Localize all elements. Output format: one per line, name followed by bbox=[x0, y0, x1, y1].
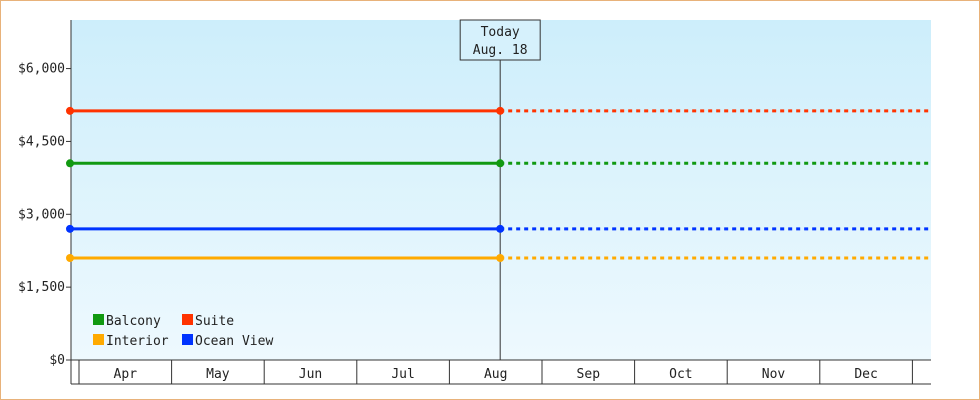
month-label-oct: Oct bbox=[669, 367, 692, 382]
y-tick-label: $3,000 bbox=[18, 207, 65, 222]
legend-swatch-ocean-view bbox=[182, 334, 193, 345]
y-tick-label: $6,000 bbox=[18, 62, 65, 77]
series-ocean-view-point-start bbox=[66, 224, 74, 233]
plot-area bbox=[71, 20, 931, 360]
month-label-aug: Aug bbox=[484, 367, 507, 382]
month-label-may: May bbox=[206, 367, 230, 382]
month-label-nov: Nov bbox=[762, 367, 786, 382]
series-interior-point-today bbox=[496, 254, 505, 262]
series-balcony-point-start bbox=[66, 159, 74, 168]
series-layer bbox=[66, 106, 931, 262]
legend-swatch-interior bbox=[93, 334, 104, 345]
today-box bbox=[459, 19, 541, 61]
today-label: Today bbox=[481, 25, 520, 40]
y-tick-label: $4,500 bbox=[18, 134, 65, 149]
month-label-dec: Dec bbox=[854, 367, 877, 382]
series-balcony-point-today bbox=[496, 159, 505, 168]
y-tick-label: $0 bbox=[49, 353, 65, 368]
today-marker: Today Aug. 18 bbox=[459, 19, 541, 360]
month-label-jul: Jul bbox=[391, 367, 414, 382]
y-tick-label: $1,500 bbox=[18, 280, 65, 295]
legend-label-suite: Suite bbox=[195, 314, 234, 329]
legend-label-interior: Interior bbox=[106, 334, 169, 349]
legend-label-balcony: Balcony bbox=[106, 314, 161, 329]
series-suite-point-start bbox=[66, 106, 74, 115]
series-suite-point-today bbox=[496, 106, 505, 115]
legend-label-ocean-view: Ocean View bbox=[195, 334, 273, 349]
month-label-apr: Apr bbox=[114, 367, 138, 382]
legend: Balcony Suite Interior Ocean View bbox=[93, 314, 273, 349]
x-axis: Apr May Jun Jul Aug Sep Oct Nov Dec bbox=[70, 359, 931, 385]
legend-swatch-suite bbox=[182, 314, 193, 325]
series-ocean-view-point-today bbox=[496, 224, 505, 233]
y-axis: $0 $1,500 $3,000 $4,500 $6,000 bbox=[18, 20, 72, 368]
legend-swatch-balcony bbox=[93, 314, 104, 325]
month-label-sep: Sep bbox=[577, 367, 601, 382]
series-interior-point-start bbox=[66, 254, 74, 262]
month-label-jun: Jun bbox=[299, 367, 322, 382]
today-date-label: Aug. 18 bbox=[473, 43, 528, 58]
